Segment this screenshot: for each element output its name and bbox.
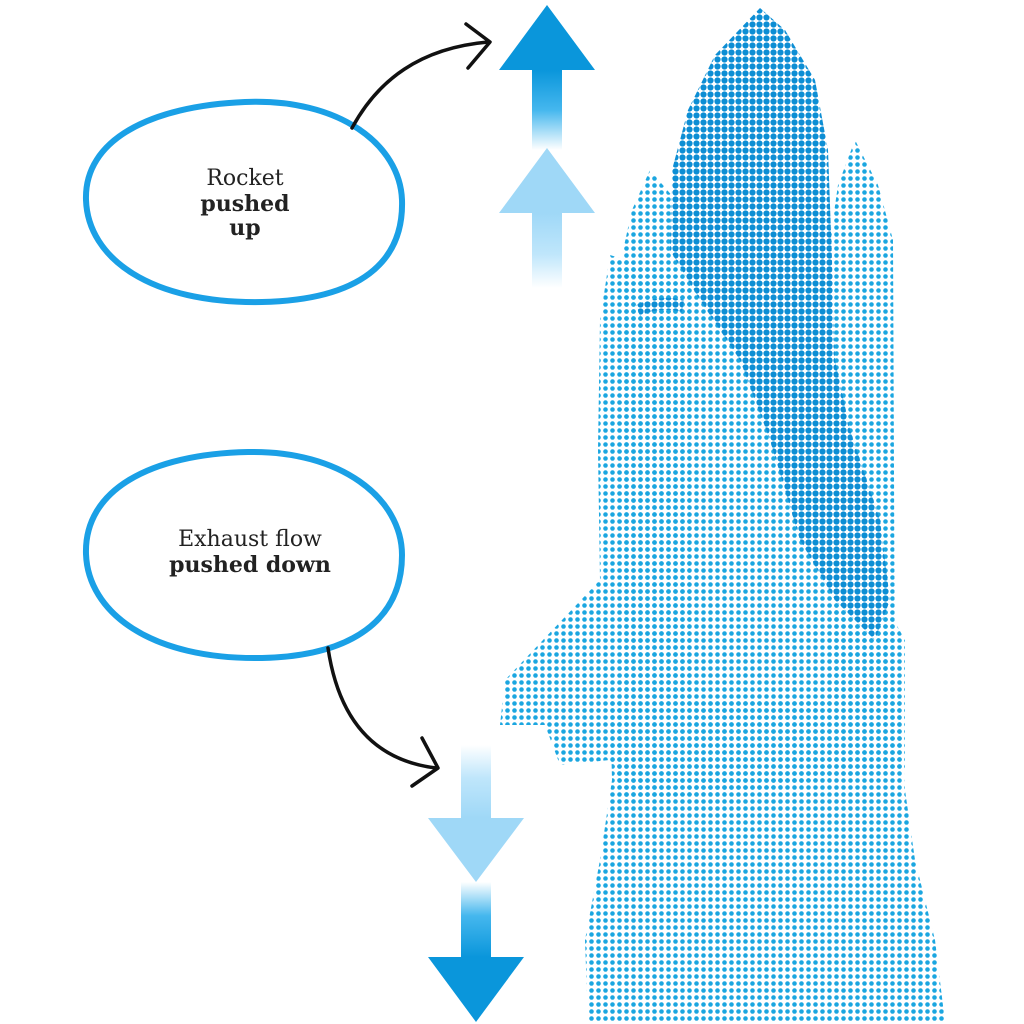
shuttle-orbiter [500, 255, 905, 800]
arrow-down-icon [428, 882, 524, 1022]
arrowhead-icon [410, 736, 440, 788]
callout-label-bottom: Exhaust flow pushed down [130, 527, 370, 578]
callout-top-line2: pushed [200, 190, 290, 217]
callout-bubble-bottom [82, 448, 406, 662]
callout-bottom-line2: pushed down [169, 551, 331, 578]
arrowhead-icon [464, 22, 492, 70]
callout-bubble-top [82, 98, 406, 306]
connector-bottom [326, 646, 440, 788]
up-arrows [499, 5, 595, 288]
orbiter-window [636, 297, 684, 316]
callout-bottom-line1: Exhaust flow [178, 527, 322, 552]
connector-top [350, 22, 492, 130]
down-arrows [428, 745, 524, 1022]
shuttle-illustration [500, 8, 945, 1022]
external-tank [670, 8, 890, 640]
arrow-up-icon [499, 5, 595, 150]
callout-label-top: Rocket pushed up [160, 166, 330, 242]
arrow-up-icon [499, 148, 595, 288]
callout-top-line3: up [229, 215, 261, 242]
callout-top-line1: Rocket [206, 166, 284, 191]
arrow-down-icon [428, 745, 524, 882]
